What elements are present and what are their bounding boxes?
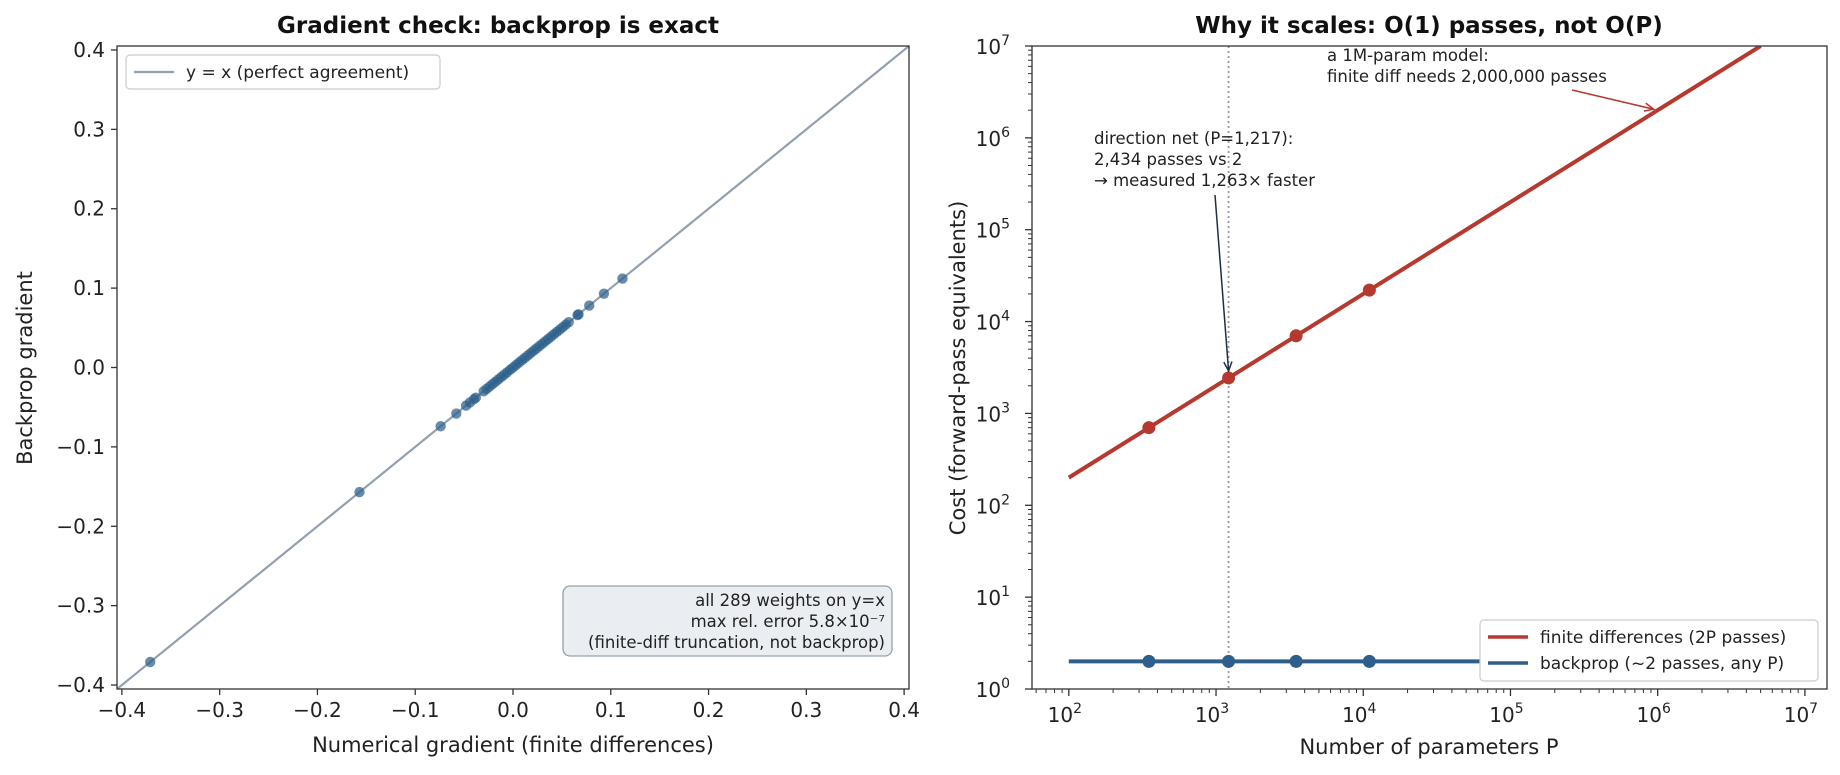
right-x-tick-label-2: 104	[1342, 701, 1376, 727]
left-x-tick-label-5: 0.1	[595, 698, 627, 722]
left-axis-ticks: −0.4−0.4 −0.3 −0.3 −0.2 −0.2 −0.1 −0.1 0.0 0.0 0.…	[56, 38, 920, 722]
net-annotation-arrow-head	[1223, 361, 1233, 373]
scatter-point-0	[145, 656, 156, 668]
right-y-tick-label-4: 104	[976, 309, 1010, 335]
right-axis-ticks: 102 103 104 105 106 107 100 101 102 103 104 105 106 1…	[976, 33, 1818, 727]
right-y-tick-label-2: 102	[976, 492, 1010, 518]
legend-label-backprop: backprop (~2 passes, any P)	[1540, 654, 1784, 674]
series-0-marker-1	[1222, 371, 1236, 385]
right-y-axis-label: Cost (forward-pass equivalents)	[946, 201, 970, 536]
left-legend-box	[125, 54, 441, 90]
left-x-tick-label-2: −0.2	[293, 698, 342, 722]
right-plot-frame	[1031, 45, 1828, 690]
million-annotation-arrow-head	[1643, 102, 1656, 112]
left-x-tick-label-7: 0.3	[790, 698, 822, 722]
scatter-point-41	[598, 288, 610, 299]
scatter-point-3	[451, 408, 462, 419]
series-1-marker-0	[1142, 654, 1156, 668]
million-annotation-arrow	[1571, 89, 1654, 110]
right-legend-box	[1479, 619, 1819, 682]
left-y-axis-label: Backprop gradient	[13, 271, 37, 465]
scatter-point-39	[573, 309, 584, 320]
left-y-tick-label-5: 0.1	[73, 276, 105, 300]
series-1-marker-1	[1222, 654, 1236, 668]
scatter-point-42	[617, 273, 628, 284]
series-0-marker-3	[1362, 283, 1376, 297]
gradient-check-panel: Gradient check: backprop is exact −0.4−0…	[13, 13, 920, 757]
left-y-tick-label-2: −0.2	[56, 514, 105, 538]
series-0-marker-0	[1142, 421, 1156, 435]
left-y-tick-label-0: −0.4	[56, 673, 105, 697]
left-chart-title: Gradient check: backprop is exact	[277, 13, 719, 39]
million-annotation-line-1: a 1M-param model:	[1327, 46, 1489, 65]
left-legend: y = x (perfect agreement)	[125, 54, 441, 90]
left-y-tick-label-4: 0.0	[73, 356, 105, 380]
net-annotation-line-1: direction net (P=1,217):	[1094, 129, 1293, 148]
scaling-panel: Why it scales: O(1) passes, not O(P) 102…	[946, 13, 1828, 759]
left-x-tick-label-6: 0.2	[693, 698, 725, 722]
annotation-box	[562, 585, 893, 657]
scatter-point-40	[584, 300, 595, 311]
left-x-tick-label-4: 0.0	[497, 698, 529, 722]
net-annotation-arrow	[1214, 194, 1230, 371]
left-x-axis-label: Numerical gradient (finite differences)	[312, 733, 714, 757]
right-y-tick-label-0: 100	[976, 676, 1010, 702]
scatter-point-7	[470, 392, 482, 403]
million-param-annotation: a 1M-param model: finite diff needs 2,00…	[1327, 46, 1656, 112]
series-1-marker-2	[1289, 654, 1303, 668]
scatter-point-2	[435, 421, 446, 432]
gradient-check-annotation: all 289 weights on y=x max rel. error 5.…	[562, 585, 893, 657]
right-y-tick-label-1: 101	[976, 584, 1010, 610]
annotation-line-3: (finite-diff truncation, not backprop)	[588, 633, 885, 652]
series-0-marker-2	[1289, 329, 1303, 343]
legend-label-reference: y = x (perfect agreement)	[186, 63, 409, 83]
scatter-point-1	[354, 486, 365, 498]
left-x-tick-label-0: −0.4	[98, 698, 147, 722]
right-y-tick-label-6: 106	[976, 125, 1010, 151]
right-x-axis-label: Number of parameters P	[1299, 735, 1558, 759]
right-y-tick-label-7: 107	[976, 33, 1010, 59]
legend-label-finite-differences: finite differences (2P passes)	[1540, 628, 1786, 648]
net-annotation-line-3: → measured 1,263× faster	[1094, 171, 1315, 190]
left-y-tick-label-6: 0.2	[73, 197, 105, 221]
left-y-tick-label-3: −0.1	[56, 435, 105, 459]
scatter-points	[145, 273, 628, 668]
right-y-tick-label-5: 105	[976, 217, 1010, 243]
series-1-marker-3	[1362, 654, 1376, 668]
right-x-tick-label-3: 105	[1489, 701, 1523, 727]
right-x-tick-label-0: 102	[1048, 701, 1082, 727]
right-chart-title: Why it scales: O(1) passes, not O(P)	[1195, 13, 1662, 39]
annotation-line-2: max rel. error 5.8×10⁻⁷	[691, 612, 885, 631]
series-line-0	[1067, 46, 1762, 480]
left-x-tick-label-1: −0.3	[195, 698, 244, 722]
right-legend: finite differences (2P passes) backprop …	[1479, 619, 1819, 682]
direction-net-annotation: direction net (P=1,217): 2,434 passes vs…	[1094, 129, 1315, 373]
net-annotation-line-2: 2,434 passes vs 2	[1094, 150, 1242, 169]
right-x-tick-label-1: 103	[1195, 701, 1229, 727]
left-y-tick-label-8: 0.4	[73, 38, 105, 62]
right-y-tick-label-3: 103	[976, 400, 1010, 426]
left-y-tick-label-1: −0.3	[56, 594, 105, 618]
right-x-tick-label-5: 107	[1784, 701, 1818, 727]
right-x-tick-label-4: 106	[1637, 701, 1671, 727]
left-x-tick-label-3: −0.1	[391, 698, 440, 722]
left-x-tick-label-8: 0.4	[888, 698, 920, 722]
annotation-line-1: all 289 weights on y=x	[695, 591, 885, 610]
left-y-tick-label-7: 0.3	[73, 117, 105, 141]
scatter-point-37	[563, 317, 574, 328]
million-annotation-line-2: finite diff needs 2,000,000 passes	[1327, 67, 1607, 86]
